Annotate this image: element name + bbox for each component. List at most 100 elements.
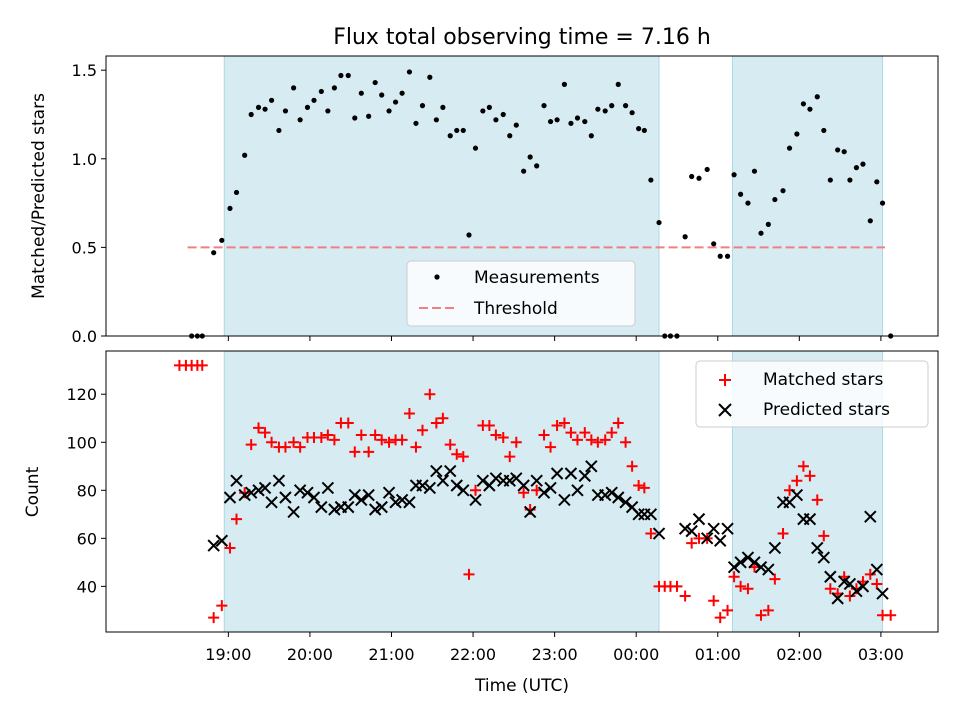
measurements-point [211,250,217,256]
top-panel-frame [105,55,939,337]
matched-stars-point [620,436,632,448]
bottom-panel-series [173,359,897,624]
measurements-point [847,177,853,183]
predicted-stars-point [375,500,388,514]
measurements-point [480,108,486,114]
predicted-stars-point [328,503,341,516]
matched-stars-point [349,446,361,458]
predicted-stars-point [403,496,416,509]
predicted-stars-point [537,486,551,499]
top-y-tick-label: 0.0 [72,327,97,346]
bottom-panel: 40 60 80 100 120 19:00 20:00 21:00 22:00 23:00 00… [23,350,939,696]
measurements-point [358,90,364,96]
top-y-tick-label: 1.0 [72,150,97,169]
matched-stars-point [470,484,482,496]
predicted-stars-point [748,556,761,569]
top-panel-y-axis: 0.0 0.5 1.0 1.5 [72,61,106,346]
measurements-point [615,81,621,87]
predicted-stars-point [762,563,775,576]
measurements-point [454,127,460,134]
top-legend-box [406,260,636,327]
predicted-stars-point [223,491,237,504]
chart-title: Flux total observing time = 7.16 h [333,25,711,50]
measurements-point [731,172,737,178]
measurements-point [867,218,873,224]
matched-stars-point [633,479,645,491]
matched-stars-point [328,434,340,446]
matched-stars-point [565,427,577,439]
measurements-point [352,115,358,121]
measurements-point [227,205,233,212]
measurements-point [568,120,574,126]
measurements-point [345,72,351,79]
measurements-point [276,127,282,134]
matched-stars-point [811,494,823,506]
matched-stars-point [322,429,334,441]
predicted-stars-point [244,486,258,499]
predicted-stars-point [293,484,307,497]
matched-stars-point [579,427,591,439]
matched-stars-point [483,419,495,431]
predicted-stars-point [831,592,844,605]
predicted-stars-point [489,472,503,485]
measurements-point [772,196,778,203]
measurements-point [413,120,419,126]
predicted-stars-point [741,551,755,564]
measurements-point [696,175,702,181]
matched-stars-point [638,482,650,494]
legend-label-matched-stars: Matched stars [763,370,883,390]
matched-stars-point [714,612,726,624]
predicted-stars-point [685,524,698,538]
top-panel: 0.0 0.5 1.0 1.5 Matched/Predicted stars Mea… [29,55,939,346]
predicted-stars-point [301,486,314,499]
measurements-point [325,108,331,114]
measurements-point [717,253,723,259]
measurements-point [282,108,289,114]
top-panel-y-label: Matched/Predicted stars [29,93,49,299]
matched-stars-point [497,431,509,443]
bottom-panel-x-axis: 19:00 20:00 21:00 22:00 23:00 00:00 01:00 02:00… [205,632,904,664]
predicted-stars-point [790,488,804,502]
measurements-point [255,104,262,110]
measurements-point [460,127,466,134]
predicted-stars-point [632,508,645,521]
bottom-shaded-interval [223,350,660,633]
measurements-point [602,108,608,114]
x-tick-label: 02:00 [776,645,822,664]
predicted-stars-point [870,563,884,576]
measurements-point [338,72,344,79]
top-shaded-interval [731,55,884,337]
bottom-panel-y-axis: 40 60 80 100 120 [66,385,106,596]
matched-stars-point [864,568,876,580]
predicted-stars-point [817,551,831,564]
matched-stars-point [410,441,422,453]
predicted-stars-point [714,534,727,547]
predicted-stars-point [444,464,457,478]
predicted-stars-point [850,584,863,598]
matched-stars-point [288,436,300,448]
matched-stars-point [463,568,475,580]
predicted-stars-point [315,500,328,514]
measurements-point [318,88,324,95]
measurements-point [554,117,560,123]
predicted-stars-point [707,522,720,535]
predicted-stars-point [605,486,618,499]
measurements-point [406,69,413,75]
measurements-point [786,145,793,151]
matched-stars-point [245,439,257,451]
measurements-point [751,168,758,174]
predicted-stars-point [856,580,870,593]
measurements-point [507,133,513,139]
measurements-point [331,85,337,91]
measurements-point [248,111,254,118]
matched-stars-point [259,427,271,439]
matched-stars-point [369,429,381,441]
matched-stars-point [208,612,220,624]
measurements-point [440,104,446,110]
matched-stars-point [762,604,774,616]
bottom-legend-box [695,360,929,428]
matched-stars-point [490,429,502,441]
measurements-point [765,221,771,227]
measurements-point [641,127,647,134]
matched-stars-point [606,427,618,439]
